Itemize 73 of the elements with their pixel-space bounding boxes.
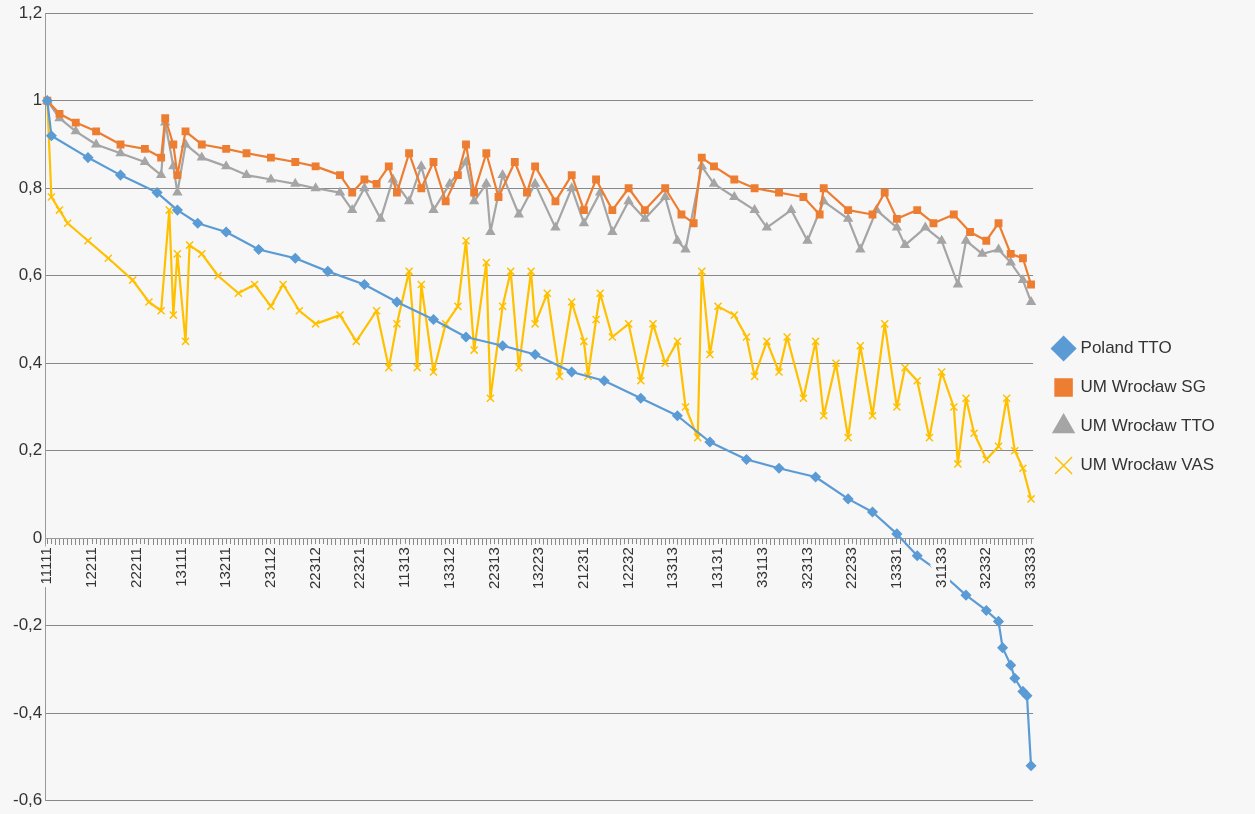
point <box>598 375 610 386</box>
x-tick-label: 23112 <box>261 547 279 588</box>
point <box>1021 690 1033 702</box>
point <box>359 279 370 290</box>
x-tick-label: 22233 <box>842 547 860 589</box>
point <box>810 471 821 483</box>
x-tick-label: 13331 <box>887 547 905 589</box>
point <box>220 226 232 238</box>
x-tick-label: 22313 <box>484 547 502 589</box>
x-tick-label: 13313 <box>663 547 681 589</box>
point <box>672 410 683 421</box>
x-tick-label: 32332 <box>976 547 994 589</box>
x-tick-label: 13111 <box>171 547 189 587</box>
y-tick-label: -0,2 <box>13 615 43 635</box>
point <box>151 187 163 198</box>
y-tick-label: -0,6 <box>13 790 43 810</box>
x-tick-label: 33113 <box>752 547 770 588</box>
point <box>960 589 972 601</box>
x-tick-label: 31133 <box>931 547 949 588</box>
point <box>867 506 878 518</box>
x-tick-label: 11313 <box>395 547 413 588</box>
y-tick-label: 0,2 <box>18 440 43 460</box>
x-tick-label: 22321 <box>350 547 368 589</box>
x-tick-label: 32313 <box>797 547 815 589</box>
legend-label: Poland TTO <box>1080 338 1172 358</box>
point <box>82 152 94 163</box>
legend-label: UM Wrocław SG <box>1080 377 1206 397</box>
legend-label: UM Wrocław VAS <box>1080 455 1215 475</box>
y-tick-label: 0,6 <box>18 265 43 285</box>
point <box>1025 760 1037 772</box>
point <box>529 349 541 360</box>
point <box>497 340 508 351</box>
point <box>46 130 57 141</box>
x-tick-label: 13211 <box>216 547 234 588</box>
point <box>1005 659 1016 671</box>
point <box>993 616 1004 627</box>
x-tick-label: 33333 <box>1021 547 1039 589</box>
point <box>997 642 1008 653</box>
point <box>704 436 716 448</box>
legend-label: UM Wrocław TTO <box>1080 416 1215 436</box>
x-tick-label: 11111 <box>37 547 55 585</box>
point <box>192 217 203 229</box>
point <box>911 550 923 562</box>
y-tick-label: 0 <box>32 527 43 547</box>
point <box>741 454 752 465</box>
y-tick-label: 0,4 <box>18 352 43 372</box>
x-tick-label: 13312 <box>439 547 457 589</box>
point <box>322 266 334 277</box>
point <box>115 169 126 181</box>
x-tick-label: 13131 <box>708 547 726 589</box>
point <box>566 366 577 378</box>
point <box>635 393 647 404</box>
y-tick-label: 1 <box>32 90 43 110</box>
x-tick-label: 21231 <box>574 547 592 589</box>
point <box>460 331 472 343</box>
y-tick-label: -0,4 <box>13 702 43 722</box>
point <box>842 493 854 505</box>
point <box>253 244 264 255</box>
y-tick-label: 0,8 <box>18 177 43 197</box>
point <box>891 528 903 540</box>
x-tick-label: 22312 <box>305 547 323 589</box>
x-tick-label: 22211 <box>126 547 144 588</box>
point <box>981 605 992 616</box>
x-tick-label: 12232 <box>618 547 636 589</box>
point <box>1009 673 1021 684</box>
point <box>428 314 439 325</box>
point <box>172 204 183 216</box>
point <box>391 296 403 308</box>
point <box>773 463 785 474</box>
x-tick-label: 13223 <box>529 547 547 589</box>
x-tick-label: 12211 <box>82 547 100 588</box>
point <box>290 252 301 264</box>
y-tick-label: 1,2 <box>18 2 43 22</box>
